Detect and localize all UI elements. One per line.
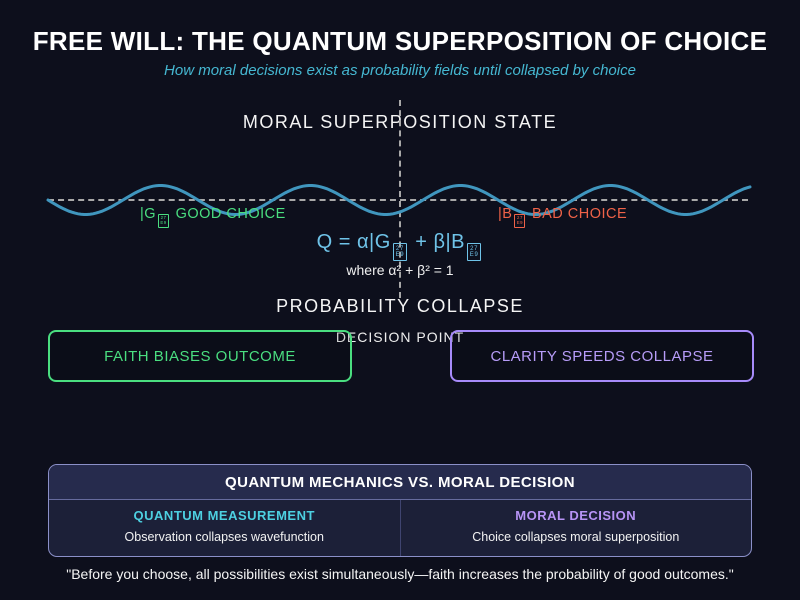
missing-glyph-box: 27 E9 bbox=[392, 242, 408, 262]
missing-glyph-box: 27 E9 bbox=[514, 213, 526, 228]
normalization-constraint: where α² + β² = 1 bbox=[346, 262, 454, 278]
moral-decision-cell: Choice collapses moral superposition bbox=[472, 530, 680, 544]
clarity-outcome-box: CLARITY SPEEDS COLLAPSE bbox=[450, 330, 754, 382]
missing-glyph-box: 27 E9 bbox=[467, 242, 482, 262]
quantum-measurement-header: QUANTUM MEASUREMENT bbox=[133, 508, 315, 523]
bad-ket-bra: |B bbox=[498, 206, 513, 222]
footer-quote: "Before you choose, all possibilities ex… bbox=[66, 566, 734, 582]
equation-part1: Q = α|G bbox=[316, 231, 391, 253]
comparison-table-title: QUANTUM MECHANICS VS. MORAL DECISION bbox=[49, 465, 751, 500]
missing-glyph-box: 27 E9 bbox=[158, 213, 170, 228]
superposition-equation: Q = α|G 27 E9 + β|B 27 E9 bbox=[0, 231, 800, 262]
quantum-measurement-cell: Observation collapses wavefunction bbox=[124, 530, 324, 544]
good-ket-bra: |G bbox=[140, 206, 157, 222]
page-title: FREE WILL: THE QUANTUM SUPERPOSITION OF … bbox=[32, 26, 768, 56]
good-choice-label: |G 27 E9 GOOD CHOICE bbox=[140, 206, 286, 228]
moral-decision-column: MORAL DECISION Choice collapses moral su… bbox=[399, 500, 752, 556]
comparison-table-body: QUANTUM MEASUREMENT Observation collapse… bbox=[49, 500, 752, 556]
collapse-heading: PROBABILITY COLLAPSE bbox=[276, 296, 524, 316]
faith-outcome-box: FAITH BIASES OUTCOME bbox=[48, 330, 352, 382]
bad-choice-label: |B 27 E9 BAD CHOICE bbox=[498, 206, 627, 228]
quantum-measurement-column: QUANTUM MEASUREMENT Observation collapse… bbox=[49, 500, 400, 556]
decision-point-label: DECISION POINT bbox=[335, 329, 465, 345]
wave-baseline-dashed-line bbox=[48, 199, 748, 201]
moral-decision-header: MORAL DECISION bbox=[515, 508, 637, 523]
clarity-outcome-label: CLARITY SPEEDS COLLAPSE bbox=[490, 347, 714, 365]
equation-part2: + β|B bbox=[415, 231, 465, 253]
page-subtitle: How moral decisions exist as probability… bbox=[164, 62, 636, 79]
faith-outcome-label: FAITH BIASES OUTCOME bbox=[104, 347, 296, 365]
good-label-text: GOOD CHOICE bbox=[175, 206, 286, 222]
comparison-table: QUANTUM MECHANICS VS. MORAL DECISION QUA… bbox=[48, 464, 752, 557]
bad-label-text: BAD CHOICE bbox=[531, 206, 628, 222]
